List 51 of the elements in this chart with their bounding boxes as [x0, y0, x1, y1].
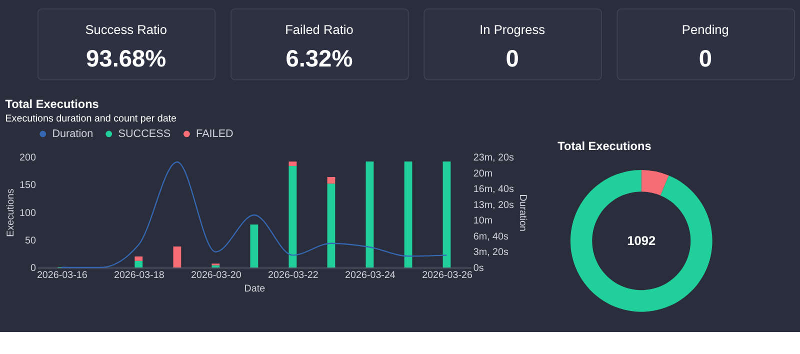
x-tick-label: 2026-03-24: [345, 270, 396, 281]
text: 6.32%: [286, 46, 353, 72]
y2-tick-label: 0s: [473, 262, 484, 274]
legend-label: Duration: [52, 128, 94, 140]
y2-tick-label: 20m: [473, 168, 493, 180]
x-tick-label: 2026-03-18: [114, 270, 165, 281]
y2-tick-label: 13m, 20s: [473, 200, 514, 211]
y-tick-label: 0: [30, 262, 36, 274]
text: Failed Ratio: [285, 22, 354, 37]
donut-slice: [641, 170, 669, 196]
x-tick-label: 2026-03-20: [190, 270, 242, 281]
x-tick-label: 2026-03-16: [36, 270, 88, 281]
y2-tick-label: 16m, 40s: [473, 184, 514, 196]
y-tick-label: 50: [25, 235, 36, 246]
y2-tick-label: 23m, 20s: [473, 152, 514, 164]
bar: [366, 162, 374, 268]
chart-title: Total Executions: [558, 139, 652, 154]
x-tick-label: 2026-03-22: [268, 270, 318, 281]
donut-slice: [570, 170, 712, 312]
text: 93.68%: [86, 46, 166, 72]
bar: [134, 256, 143, 261]
text: Pending: [682, 22, 729, 37]
bar: [404, 162, 412, 268]
text: 0: [698, 46, 712, 72]
y2-tick-label: 6m, 40s: [473, 231, 508, 242]
text: In Progress: [480, 22, 546, 37]
chart-title: Total Executions: [5, 96, 100, 111]
bar: [327, 176, 336, 184]
bar: [288, 166, 297, 268]
bar: [250, 224, 258, 268]
bar: [134, 260, 143, 268]
bar: [327, 184, 336, 268]
y2-tick-label: 3m, 20s: [473, 247, 508, 258]
bar: [442, 162, 451, 268]
y-tick-label: 200: [20, 152, 36, 164]
x-axis-title: Date: [244, 284, 266, 295]
x-tick-label: 2026-03-26: [422, 270, 473, 281]
text: Success Ratio: [85, 22, 168, 37]
text: 1092: [627, 232, 656, 248]
y2-axis-title: Duration: [516, 194, 528, 232]
legend-label: SUCCESS: [118, 128, 171, 140]
bar: [288, 162, 297, 166]
y-tick-label: 150: [20, 180, 36, 192]
bar: [173, 246, 182, 268]
line-series: [61, 161, 448, 268]
y-tick-label: 100: [20, 208, 36, 219]
y2-tick-label: 10m: [473, 216, 493, 227]
legend-label: FAILED: [196, 128, 234, 140]
chart-subtitle: Executions duration and count per date: [5, 114, 178, 125]
y-axis-title: Executions: [6, 188, 17, 237]
text: 0: [506, 46, 519, 72]
